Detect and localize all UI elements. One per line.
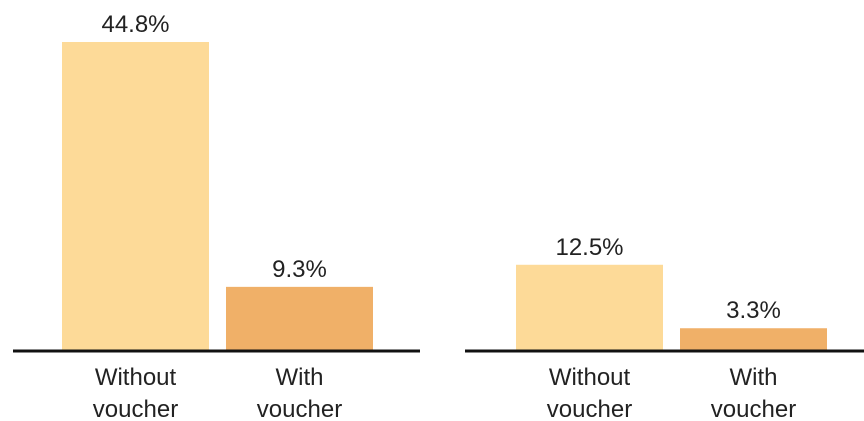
data-label: 12.5% [555, 234, 623, 261]
bar-without-voucher [62, 42, 209, 351]
category-label: With [276, 364, 324, 391]
bar-with-voucher [226, 286, 373, 351]
data-label: 44.8% [101, 11, 169, 38]
chart-panel-left: 44.8% Without voucher 9.3% With voucher [13, 11, 420, 421]
bar-with-voucher [680, 328, 827, 351]
category-label: Without [549, 364, 631, 391]
category-label: voucher [547, 396, 632, 421]
bar-without-voucher [516, 264, 663, 351]
category-label: With [730, 364, 778, 391]
data-label: 3.3% [726, 297, 781, 324]
category-label: voucher [257, 396, 342, 421]
data-label: 9.3% [272, 256, 327, 283]
category-label: Without [95, 364, 177, 391]
chart-panel-right: 12.5% Without voucher 3.3% With voucher [465, 234, 864, 421]
category-label: voucher [711, 396, 796, 421]
category-label: voucher [93, 396, 178, 421]
